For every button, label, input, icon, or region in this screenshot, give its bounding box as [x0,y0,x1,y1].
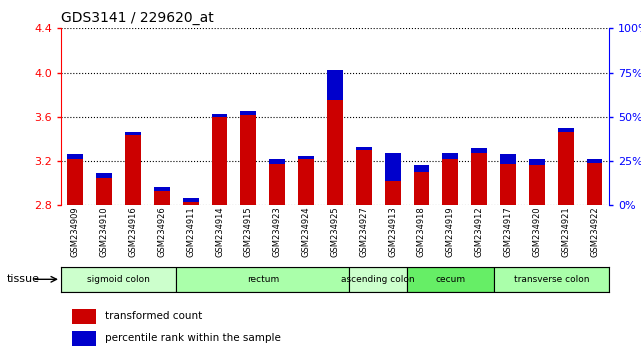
Bar [529,165,545,205]
Bar [96,178,112,205]
Bar [558,128,574,132]
Bar [212,114,228,117]
Bar [269,159,285,164]
Bar [407,267,494,292]
Text: cecum: cecum [435,275,465,284]
Bar [125,135,141,205]
Bar [72,309,96,324]
Text: GDS3141 / 229620_at: GDS3141 / 229620_at [61,11,213,25]
Bar [349,267,407,292]
Text: transverse colon: transverse colon [513,275,589,284]
Bar [442,159,458,205]
Bar [442,153,458,159]
Bar [471,148,487,153]
Bar [154,187,170,191]
Bar [96,173,112,178]
Bar [298,155,314,159]
Bar [500,154,516,164]
Bar [72,331,96,346]
Bar [61,267,176,292]
Bar [587,163,603,205]
Bar [385,153,401,181]
Bar [327,70,343,100]
Text: ascending colon: ascending colon [342,275,415,284]
Bar [500,164,516,205]
Text: sigmoid colon: sigmoid colon [87,275,150,284]
Text: transformed count: transformed count [104,312,202,321]
Bar [356,150,372,205]
Bar [413,172,429,205]
Bar [529,159,545,165]
Bar [67,159,83,205]
Bar [327,70,343,205]
Bar [471,153,487,205]
Bar [154,191,170,205]
Bar [212,117,228,205]
Bar [240,111,256,115]
Bar [183,198,199,202]
Bar [240,115,256,205]
Bar [176,267,349,292]
Text: tissue: tissue [6,274,39,284]
Bar [558,132,574,205]
Bar [413,166,429,172]
Text: percentile rank within the sample: percentile rank within the sample [104,333,281,343]
Bar [587,159,603,163]
Bar [125,132,141,135]
Bar [67,154,83,159]
Bar [183,202,199,205]
Text: rectum: rectum [247,275,279,284]
Bar [356,147,372,150]
Bar [494,267,609,292]
Bar [298,159,314,205]
Bar [385,181,401,205]
Bar [269,164,285,205]
